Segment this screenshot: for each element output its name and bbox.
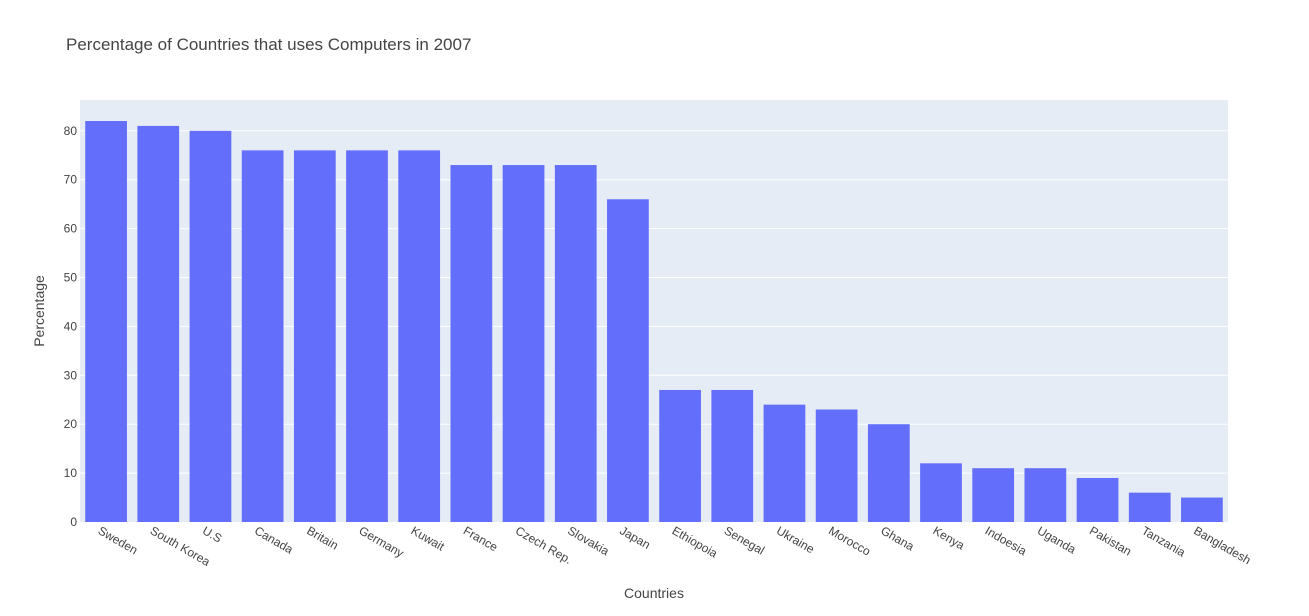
bar-tanzania[interactable] bbox=[1128, 492, 1171, 522]
bar-germany[interactable] bbox=[346, 150, 388, 523]
bar-czech-rep[interactable] bbox=[502, 165, 545, 522]
y-tick-label: 0 bbox=[70, 515, 77, 529]
bar-pakistan[interactable] bbox=[1076, 477, 1119, 522]
y-axis-ticks: 0 10 20 30 40 50 60 70 80 bbox=[64, 124, 78, 529]
x-tick-label: Bangladesh bbox=[1191, 523, 1253, 567]
bar-britain[interactable] bbox=[293, 150, 336, 523]
x-tick-label: Canada bbox=[252, 523, 296, 556]
y-tick-label: 80 bbox=[64, 124, 78, 138]
y-tick-label: 30 bbox=[64, 368, 78, 382]
x-tick-label: Pakistan bbox=[1087, 523, 1134, 558]
bar-ghana[interactable] bbox=[867, 424, 910, 522]
bar-france[interactable] bbox=[450, 165, 493, 522]
bar-bangladesh[interactable] bbox=[1181, 497, 1223, 522]
x-tick-label: Uganda bbox=[1035, 523, 1079, 556]
bar-uganda[interactable] bbox=[1024, 468, 1067, 522]
x-tick-label: France bbox=[461, 523, 501, 554]
bar-ethiopoia[interactable] bbox=[659, 389, 701, 522]
x-tick-label: Ethiopoia bbox=[670, 523, 721, 560]
x-tick-label: Ukraine bbox=[774, 523, 817, 556]
bar-morocco[interactable] bbox=[815, 409, 858, 522]
chart-title: Percentage of Countries that uses Comput… bbox=[66, 35, 471, 54]
bar-japan[interactable] bbox=[607, 199, 649, 522]
x-tick-label: Senegal bbox=[722, 523, 767, 557]
x-tick-label: Britain bbox=[304, 523, 340, 552]
bar-kuwait[interactable] bbox=[398, 150, 441, 523]
bar-indoesia[interactable] bbox=[972, 468, 1015, 522]
bar-sweden[interactable] bbox=[85, 121, 127, 523]
x-tick-label: Indoesia bbox=[983, 523, 1030, 558]
y-tick-label: 60 bbox=[64, 222, 78, 236]
y-tick-label: 70 bbox=[64, 173, 78, 187]
bar-senegal[interactable] bbox=[711, 389, 754, 522]
x-tick-label: Sweden bbox=[96, 523, 141, 557]
bar-u-s[interactable] bbox=[189, 130, 232, 522]
x-tick-label: U.S bbox=[200, 523, 224, 545]
y-axis-title: Percentage bbox=[31, 275, 47, 347]
y-tick-label: 40 bbox=[64, 319, 78, 333]
bar-ukraine[interactable] bbox=[763, 404, 806, 522]
bars bbox=[85, 121, 1223, 523]
bar-south-korea[interactable] bbox=[137, 125, 180, 523]
x-tick-label: Morocco bbox=[826, 523, 873, 558]
x-axis-title: Countries bbox=[624, 585, 684, 601]
x-tick-label: Czech Rep. bbox=[513, 523, 574, 566]
x-tick-label: Ghana bbox=[878, 523, 916, 553]
x-tick-label: Germany bbox=[357, 523, 407, 560]
y-tick-label: 20 bbox=[64, 417, 78, 431]
x-tick-label: Tanzania bbox=[1139, 523, 1188, 559]
y-tick-label: 10 bbox=[64, 466, 78, 480]
bar-slovakia[interactable] bbox=[554, 165, 597, 522]
bar-canada[interactable] bbox=[241, 150, 284, 523]
x-tick-label: Japan bbox=[617, 523, 652, 551]
y-tick-label: 50 bbox=[64, 271, 78, 285]
x-tick-label: Kenya bbox=[931, 523, 968, 552]
x-tick-label: Kuwait bbox=[409, 523, 448, 553]
bar-kenya[interactable] bbox=[920, 463, 962, 522]
